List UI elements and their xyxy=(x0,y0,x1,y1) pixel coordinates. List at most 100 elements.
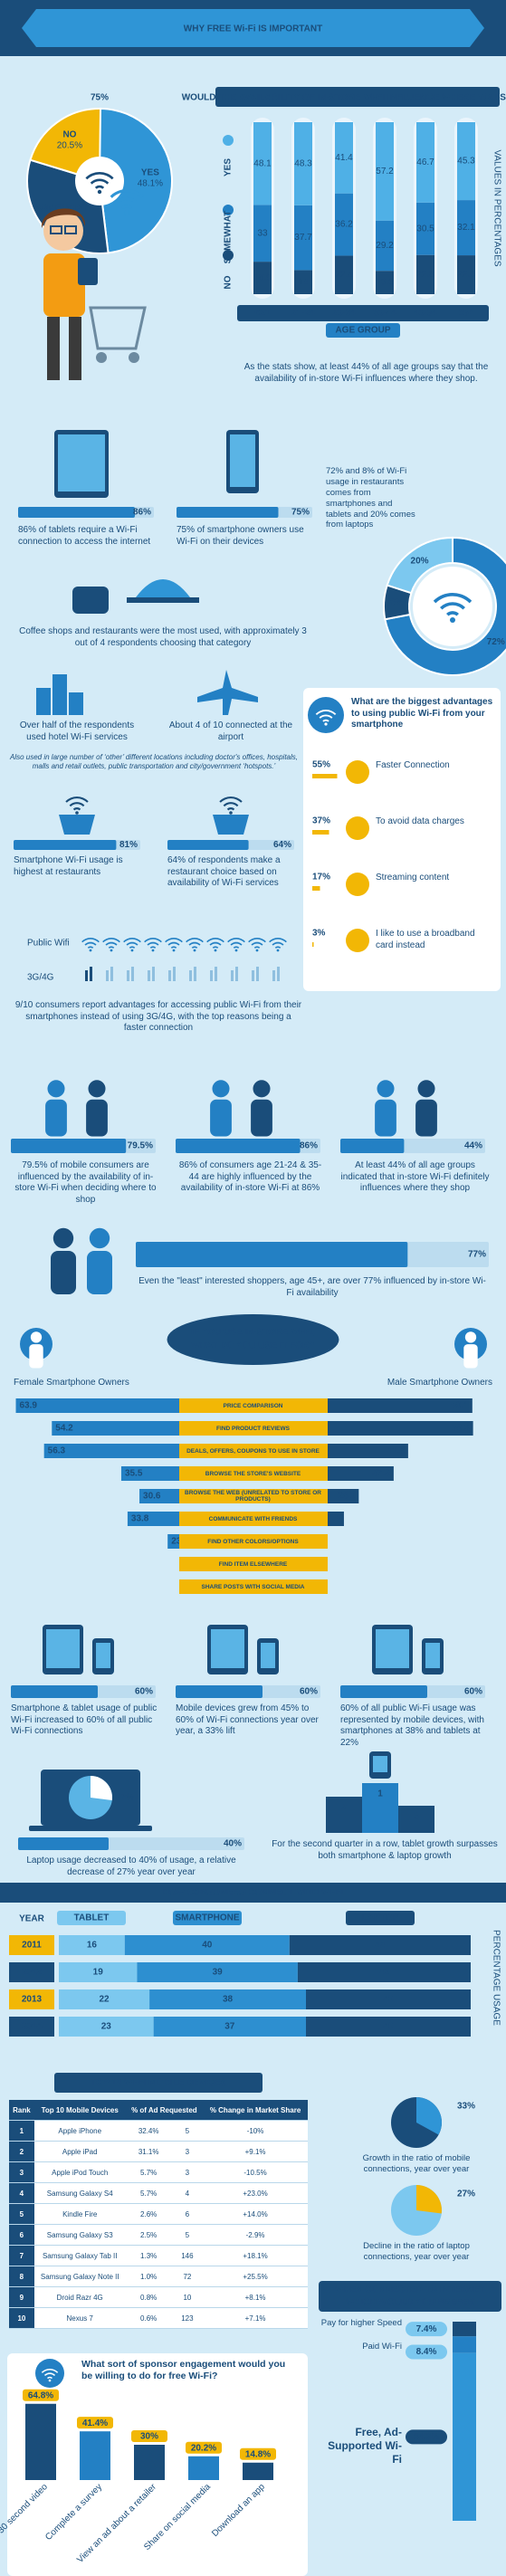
signal-icon xyxy=(235,967,238,981)
signal-icon xyxy=(152,967,155,981)
connect-value: 37 xyxy=(224,2022,235,2032)
signal-icon xyxy=(272,970,275,981)
wifi-icon xyxy=(433,593,473,604)
column-tab xyxy=(57,1911,126,1925)
prefer-pill xyxy=(406,2322,447,2337)
wifi-icon xyxy=(274,946,282,949)
wifi-icon xyxy=(84,941,97,946)
table-cell: -2.9% xyxy=(203,2224,308,2246)
prefer-title: WHICH WOULD YOU PREFER xyxy=(346,2298,475,2308)
bar-segment xyxy=(376,271,394,294)
wifi-icon xyxy=(129,946,136,949)
stat-text: 75% of smartphone owners use Wi-Fi on th… xyxy=(177,525,304,547)
advantage-bar xyxy=(312,830,329,835)
legend-swatch xyxy=(223,250,234,261)
table-cell: 2.5% xyxy=(125,2224,172,2246)
wifi-icon xyxy=(248,937,266,943)
page-title: WHY FREE Wi-Fi IS IMPORTANT xyxy=(184,24,322,34)
signal-icon xyxy=(127,970,129,981)
uses-value: 41.8 xyxy=(387,1446,405,1456)
row-label: 3G/4G xyxy=(27,973,54,983)
signal-icon xyxy=(168,970,171,981)
x-tick-label: 55+ xyxy=(459,309,474,319)
prefer-text: Paid Wi-Fi xyxy=(362,2341,402,2352)
section-title: HOW CONSUMERS CONNECT WITH WI-FI xyxy=(163,1888,344,1898)
table-cell: 72 xyxy=(171,2266,204,2287)
illustration xyxy=(89,306,147,350)
bar-segment xyxy=(335,193,353,256)
illustration xyxy=(69,317,81,380)
table-header: % Change in Market Share xyxy=(203,2100,308,2121)
device-screen xyxy=(230,434,255,487)
bar-value: 37.7 xyxy=(294,233,312,243)
pie-slice xyxy=(29,108,102,183)
year-box xyxy=(9,1935,54,1955)
person-icon xyxy=(417,1080,435,1098)
advantage-bar xyxy=(312,942,314,947)
wifi-icon xyxy=(445,611,460,616)
wifi-icon xyxy=(46,2376,53,2380)
table-cell: 6 xyxy=(9,2224,34,2246)
laptop-text: Laptop usage decreased to 40% of usage, … xyxy=(26,1856,236,1877)
uses-value: 33.8 xyxy=(131,1514,149,1524)
signal-icon xyxy=(252,970,254,981)
wifi-icon xyxy=(324,722,328,726)
pie-slice xyxy=(99,107,173,254)
influence-bar xyxy=(340,1139,405,1153)
illustration xyxy=(78,258,98,285)
uses-value: 28.5 xyxy=(338,1492,356,1502)
device-screen xyxy=(425,1643,440,1668)
advantage-icon xyxy=(346,760,369,784)
sponsor-pill xyxy=(240,2447,276,2460)
person-icon xyxy=(253,1080,271,1098)
restaurant-icon xyxy=(213,815,249,835)
person-icon xyxy=(415,1099,437,1137)
x-axis-title: AGE GROUP xyxy=(335,326,390,336)
wifi-icon xyxy=(269,937,287,943)
table-cell: 5 xyxy=(171,2224,204,2246)
pie-slice-label: 20.5% xyxy=(57,140,82,150)
bar-segment xyxy=(253,122,272,205)
wifi-icon xyxy=(48,2379,52,2382)
connect-value: 40 xyxy=(383,1995,394,2005)
wifi-icon xyxy=(223,802,239,807)
connect-value: 39 xyxy=(213,1968,224,1978)
x-tick-label: 45-54 xyxy=(414,309,437,319)
year-label: 2011 xyxy=(22,1941,42,1951)
connect-segment xyxy=(153,2017,306,2037)
wifi-icon xyxy=(172,949,176,952)
uses-category: FIND OTHER COLORS/OPTIONS xyxy=(178,1534,328,1549)
table-cell: Kindle Fire xyxy=(33,2203,126,2225)
signal-icon xyxy=(131,967,134,981)
ring-label: 72% xyxy=(487,637,505,647)
wifi-icon xyxy=(144,937,162,943)
uses-title: IF YOU USE IN-STORE WI-FI, xyxy=(191,1328,315,1338)
advantage-icon xyxy=(346,873,369,896)
table-cell: 3 xyxy=(171,2161,204,2183)
growth-label: 33% xyxy=(457,2102,475,2112)
x-tick-label: 25-34 xyxy=(332,309,356,319)
wifi-icon xyxy=(251,941,263,946)
connect-segment xyxy=(59,1935,125,1955)
uses-value: 23 xyxy=(171,1537,182,1547)
table-cell: 146 xyxy=(171,2245,204,2266)
table-cell: Samsung Galaxy S3 xyxy=(33,2224,126,2246)
connect-segment xyxy=(124,1935,290,1955)
year-box xyxy=(9,2017,54,2037)
laptop-ring-label: 27% xyxy=(116,1793,134,1803)
uses-category: FIND ITEM ELSEWHERE xyxy=(178,1557,328,1571)
sponsor-bar xyxy=(188,2456,219,2480)
top10-table: Rank Top 10 Mobile Devices% of Ad Request… xyxy=(9,2100,308,2329)
wifi-icon xyxy=(130,949,134,952)
bar-value: 22.8 xyxy=(416,270,434,280)
wifi-icon xyxy=(193,949,196,952)
table-cell: Apple iPod Touch xyxy=(33,2161,126,2183)
connect-value: 44 xyxy=(375,1941,386,1951)
wifi-icon xyxy=(123,937,141,943)
table-cell: Droid Razr 4G xyxy=(33,2286,126,2308)
sponsor-value: 64.8% xyxy=(28,2390,53,2400)
wifi-icon xyxy=(94,185,105,189)
person-icon xyxy=(210,1099,232,1137)
stat-bar xyxy=(18,507,135,518)
